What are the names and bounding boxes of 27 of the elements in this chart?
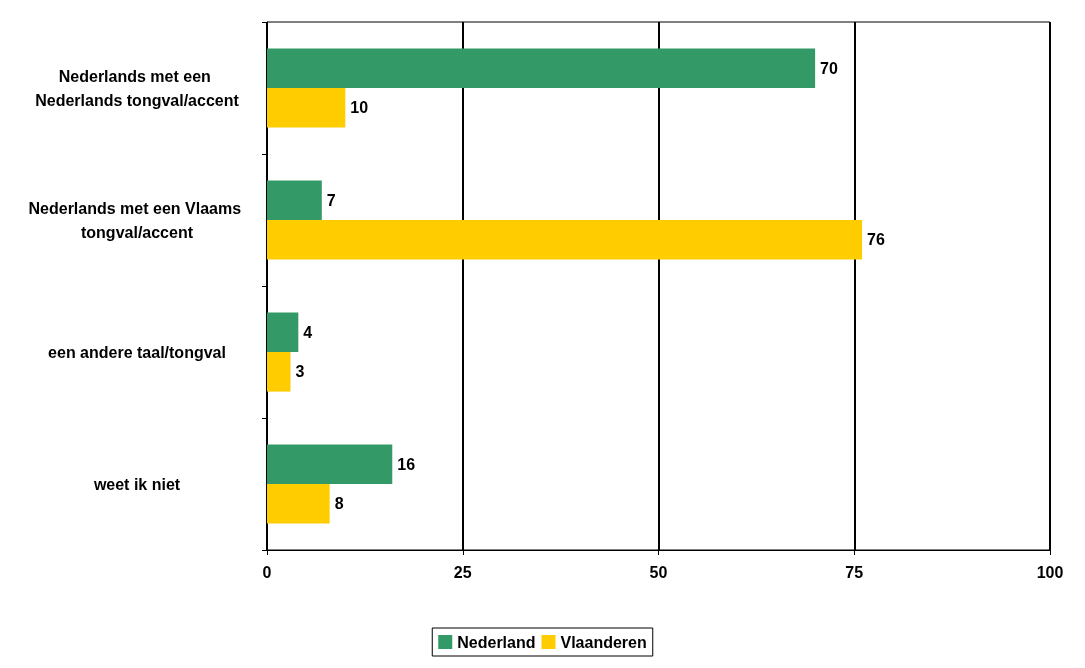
bar	[267, 48, 816, 88]
x-tick-label: 50	[649, 563, 668, 581]
y-tick-label: Nederlands met een Nederlands tongval/accent	[35, 67, 240, 109]
y-tick-label: een andere taal/tongval	[48, 343, 226, 361]
data-label: 10	[350, 99, 369, 117]
bar	[267, 484, 330, 524]
bar	[267, 180, 322, 220]
data-label: 70	[820, 59, 838, 77]
bar	[267, 88, 346, 128]
data-label: 4	[303, 323, 313, 341]
x-tick-label: 75	[845, 563, 864, 581]
bar	[267, 220, 863, 260]
data-label: 76	[867, 231, 885, 249]
legend-label: Nederland	[457, 633, 536, 651]
x-tick-label: 100	[1036, 563, 1064, 581]
data-label: 16	[397, 455, 416, 473]
data-label: 8	[334, 495, 344, 513]
y-tick-label: weet ik niet	[92, 475, 181, 493]
x-tick-label: 0	[262, 563, 272, 581]
bar	[267, 444, 393, 484]
data-label: 3	[295, 363, 305, 381]
data-label: 7	[326, 191, 336, 209]
legend-label: Vlaanderen	[560, 633, 647, 651]
bar	[267, 312, 299, 352]
x-tick-label: 25	[453, 563, 472, 581]
bar	[267, 352, 291, 392]
y-tick-label: Nederlands met een Vlaams tongval/accent	[28, 199, 246, 241]
